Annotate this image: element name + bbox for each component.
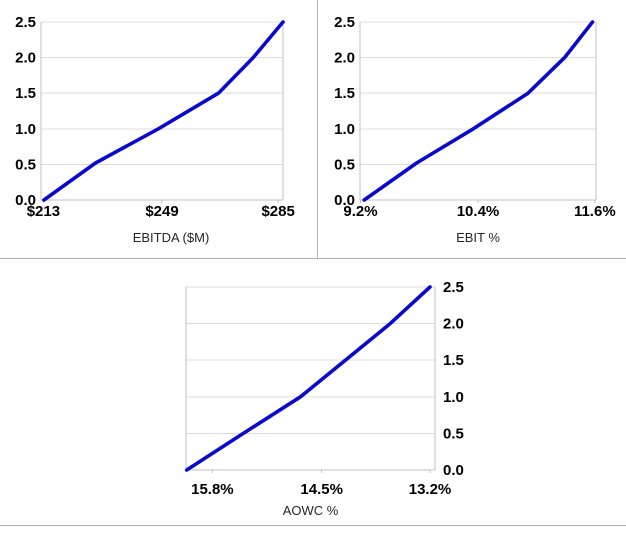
x-tick-label: 15.8% <box>191 481 234 498</box>
y-tick-label: 2.5 <box>334 14 355 31</box>
y-tick-label: 1.0 <box>443 389 464 406</box>
aowc-sensitivity-chart: 0.0 0.5 1.0 1.5 2.0 2.5 15.8% 14.5% 13.2% AOWC % <box>184 279 464 518</box>
y-tick-label: 0.5 <box>334 156 355 173</box>
x-axis-title: EBITDA ($M) <box>133 230 210 245</box>
y-tick-label: 0.5 <box>15 156 36 173</box>
y-tick-label: 2.0 <box>15 50 36 67</box>
y-tick-label: 0.0 <box>15 192 36 209</box>
x-axis-title: EBIT % <box>456 230 500 245</box>
x-tick-label: $213 <box>27 203 60 220</box>
y-tick-label: 2.5 <box>15 14 36 31</box>
y-tick-label: 2.0 <box>443 316 464 333</box>
x-tick-label: 9.2% <box>343 203 377 220</box>
sensitivity-line <box>42 20 285 202</box>
x-tick-label: 11.6% <box>574 203 616 220</box>
x-axis-title: AOWC % <box>283 503 339 518</box>
panel-divider-horizontal <box>0 258 626 259</box>
y-tick-label: 0.5 <box>443 425 464 442</box>
y-tick-label: 1.5 <box>15 85 36 102</box>
y-tick-label: 0.0 <box>443 462 464 479</box>
y-tick-label: 1.5 <box>443 352 464 369</box>
y-tick-label: 2.5 <box>443 279 464 296</box>
x-tick-label: 13.2% <box>409 481 452 498</box>
y-tick-label: 1.5 <box>334 85 355 102</box>
x-tick-label: $285 <box>261 203 294 220</box>
sensitivity-line <box>184 285 432 472</box>
panel-divider-vertical <box>317 0 318 258</box>
ebit-sensitivity-chart: 0.0 0.5 1.0 1.5 2.0 2.5 9.2% 10.4% 11.6% EBIT % <box>334 14 616 245</box>
y-tick-label: 1.0 <box>15 121 36 138</box>
ebitda-sensitivity-chart: 0.0 0.5 1.0 1.5 2.0 2.5 $213 $249 $285 EBITDA ($M… <box>15 14 295 245</box>
x-tick-label: $249 <box>145 203 178 220</box>
sensitivity-line <box>362 20 595 202</box>
x-tick-label: 10.4% <box>457 203 500 220</box>
x-tick-label: 14.5% <box>300 481 343 498</box>
y-tick-label: 0.0 <box>334 192 355 209</box>
page-bottom-rule <box>0 525 626 526</box>
y-tick-label: 2.0 <box>334 50 355 67</box>
y-tick-label: 1.0 <box>334 121 355 138</box>
